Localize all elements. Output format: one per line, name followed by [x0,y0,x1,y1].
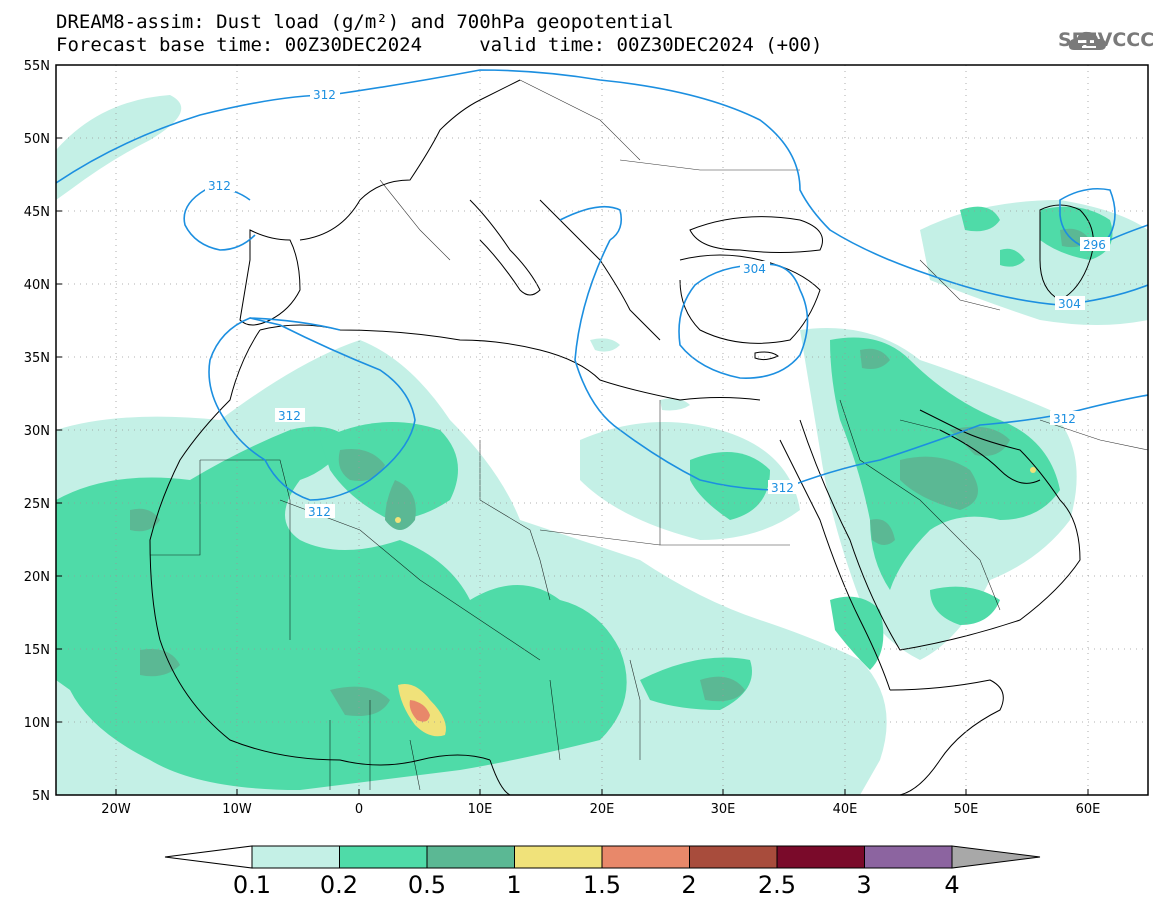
lon-label: 60E [1076,802,1101,817]
colorbar-label: 1.5 [583,871,621,899]
colorbar-label: 2.5 [758,871,796,899]
lat-label: 30N [24,424,50,439]
colorbar-box [776,845,865,869]
lat-label: 10N [24,716,50,731]
colorbar-label: 0.1 [233,871,271,899]
contour-label-304: 304 [743,262,766,276]
contour-label-312: 312 [278,409,301,423]
contour-label-312: 312 [771,481,794,495]
lat-label: 20N [24,570,50,585]
colorbar-box [251,845,340,869]
contour-label-312: 312 [208,179,231,193]
seevccc-logo: SEEVCCC [1058,29,1155,51]
lat-label: 5N [32,789,50,804]
colorbar-label: 4 [944,871,959,899]
colorbar-box [426,845,515,869]
lon-label: 30E [711,802,736,817]
forecast-time-line: Forecast base time: 00Z30DEC2024 valid t… [56,34,823,56]
lat-label: 25N [24,497,50,512]
lat-label: 35N [24,351,50,366]
map-title: DREAM8-assim: Dust load (g/m²) and 700hP… [56,11,674,33]
lon-label: 10E [468,802,493,817]
colorbar-label: 1 [506,871,521,899]
lon-label: 10W [222,802,252,817]
lon-label: 20E [590,802,615,817]
lat-label: 55N [24,59,50,74]
colorbar-under-arrow [164,845,253,869]
contour-label-304: 304 [1058,297,1081,311]
lat-label: 45N [24,205,50,220]
lon-label: 50E [954,802,979,817]
lon-label: 20W [101,802,131,817]
dust-shading-high [395,467,1036,737]
colorbar: 0.1 0.2 0.5 1 1.5 2 2.5 3 4 [164,845,1041,899]
contour-label-296: 296 [1083,238,1106,252]
contour-label-312: 312 [313,88,336,102]
colorbar-box [514,845,603,869]
colorbar-label: 2 [681,871,696,899]
country-borders [150,79,1148,791]
lon-label: 40E [833,802,858,817]
contour-label-312: 312 [1053,412,1076,426]
tick-marks [56,64,1089,796]
latitude-labels: 55N 50N 45N 40N 35N 30N 25N 20N 15N 10N … [24,59,50,804]
graticule [56,65,1148,795]
lat-label: 50N [24,132,50,147]
colorbar-box [339,845,428,869]
colorbar-box [601,845,690,869]
colorbar-label: 3 [856,871,871,899]
colorbar-label: 0.2 [320,871,358,899]
colorbar-box [689,845,778,869]
colorbar-over-arrow [951,845,1041,869]
lat-label: 15N [24,643,50,658]
contour-label-312: 312 [308,505,331,519]
contour-labels: 312 312 312 312 304 312 296 304 312 [205,87,1110,519]
cloud-icon [1068,31,1106,50]
lon-label: 0 [355,802,363,817]
lat-label: 40N [24,278,50,293]
colorbar-label: 0.5 [408,871,446,899]
colorbar-box [864,845,953,869]
longitude-labels: 20W 10W 0 10E 20E 30E 40E 50E 60E [101,802,1100,817]
